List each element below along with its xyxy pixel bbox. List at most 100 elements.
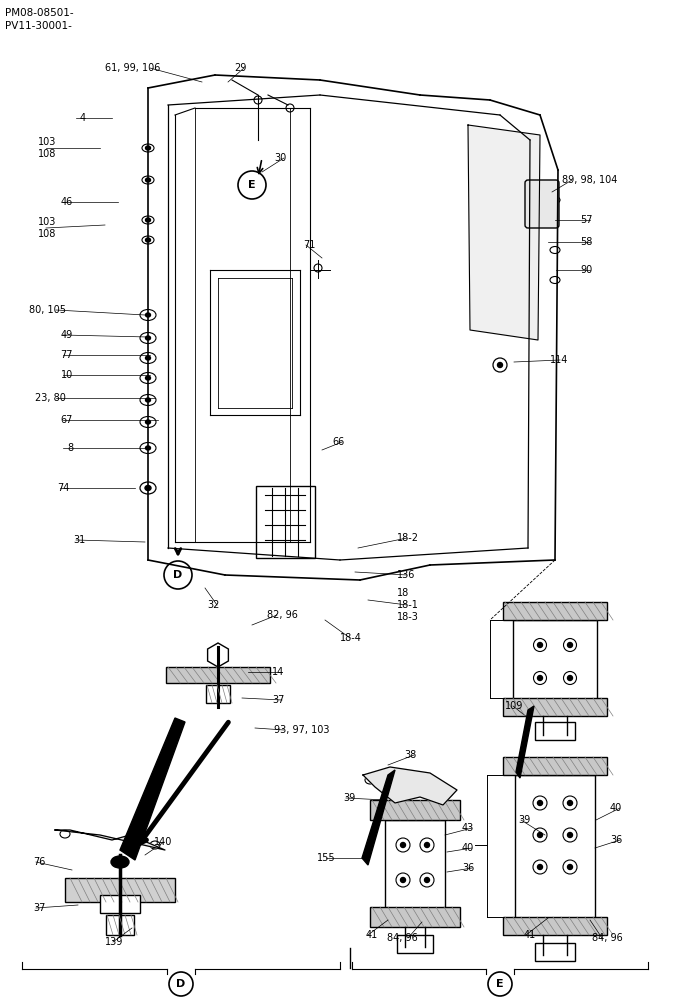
Text: 39: 39 <box>344 793 356 803</box>
Text: 82, 96: 82, 96 <box>267 610 298 620</box>
Ellipse shape <box>145 486 151 490</box>
FancyBboxPatch shape <box>256 486 315 558</box>
Text: 40: 40 <box>462 843 474 853</box>
Polygon shape <box>363 767 457 805</box>
Text: 58: 58 <box>580 237 592 247</box>
Ellipse shape <box>568 800 573 806</box>
Text: 14: 14 <box>272 667 284 677</box>
FancyBboxPatch shape <box>513 620 597 700</box>
Text: 23, 80: 23, 80 <box>35 393 66 403</box>
Text: 93, 97, 103: 93, 97, 103 <box>274 725 330 735</box>
Ellipse shape <box>401 878 405 882</box>
FancyBboxPatch shape <box>166 667 270 683</box>
Text: 10: 10 <box>61 370 73 380</box>
Text: 31: 31 <box>73 535 86 545</box>
Text: E: E <box>248 180 256 190</box>
Ellipse shape <box>146 398 150 402</box>
Ellipse shape <box>537 832 543 838</box>
Ellipse shape <box>146 420 150 424</box>
Polygon shape <box>120 718 185 860</box>
Ellipse shape <box>146 146 150 150</box>
FancyBboxPatch shape <box>100 895 140 913</box>
Text: 43: 43 <box>462 823 474 833</box>
Text: 109: 109 <box>505 701 523 711</box>
Text: D: D <box>176 979 186 989</box>
Text: 80, 105: 80, 105 <box>29 305 66 315</box>
Text: 114: 114 <box>550 355 568 365</box>
Text: 29: 29 <box>234 63 246 73</box>
Ellipse shape <box>146 313 150 317</box>
Ellipse shape <box>146 376 150 380</box>
FancyBboxPatch shape <box>535 943 575 961</box>
Text: 46: 46 <box>61 197 73 207</box>
Text: 39: 39 <box>519 815 531 825</box>
Ellipse shape <box>424 842 430 848</box>
Text: 103
108: 103 108 <box>37 137 56 159</box>
Text: 61, 99, 106: 61, 99, 106 <box>105 63 160 73</box>
FancyBboxPatch shape <box>503 698 607 716</box>
Text: 4: 4 <box>80 113 86 123</box>
Text: 18-2: 18-2 <box>397 533 419 543</box>
Text: 89, 98, 104: 89, 98, 104 <box>562 175 617 185</box>
Ellipse shape <box>537 864 543 869</box>
Ellipse shape <box>146 446 150 450</box>
FancyBboxPatch shape <box>397 935 433 953</box>
FancyBboxPatch shape <box>65 878 175 902</box>
Text: 18
18-1
18-3: 18 18-1 18-3 <box>397 588 419 622</box>
Ellipse shape <box>146 238 150 242</box>
Text: 41: 41 <box>524 930 536 940</box>
FancyBboxPatch shape <box>515 775 595 920</box>
Text: PM08-08501-
PV11-30001-: PM08-08501- PV11-30001- <box>5 8 73 31</box>
Text: 37: 37 <box>33 903 46 913</box>
Text: 57: 57 <box>580 215 592 225</box>
FancyBboxPatch shape <box>385 820 445 910</box>
Text: 139: 139 <box>105 937 123 947</box>
Text: 8: 8 <box>67 443 73 453</box>
FancyBboxPatch shape <box>370 800 460 820</box>
Ellipse shape <box>146 356 150 360</box>
Ellipse shape <box>537 676 543 680</box>
FancyBboxPatch shape <box>370 907 460 927</box>
Ellipse shape <box>568 864 573 869</box>
Ellipse shape <box>146 336 150 340</box>
Ellipse shape <box>498 362 503 367</box>
Text: D: D <box>173 570 183 580</box>
Ellipse shape <box>111 856 129 868</box>
Text: 90: 90 <box>580 265 592 275</box>
Polygon shape <box>468 125 540 340</box>
Ellipse shape <box>537 643 543 648</box>
FancyBboxPatch shape <box>106 915 134 935</box>
Ellipse shape <box>568 676 573 680</box>
Text: 77: 77 <box>61 350 73 360</box>
Ellipse shape <box>401 842 405 848</box>
Text: 41: 41 <box>366 930 378 940</box>
Text: 155: 155 <box>318 853 336 863</box>
Text: 49: 49 <box>61 330 73 340</box>
FancyBboxPatch shape <box>525 180 559 228</box>
Ellipse shape <box>146 218 150 222</box>
Text: 37: 37 <box>272 695 284 705</box>
Polygon shape <box>362 770 395 865</box>
Text: E: E <box>496 979 504 989</box>
Text: 84, 96: 84, 96 <box>592 933 623 943</box>
Text: 67: 67 <box>61 415 73 425</box>
Ellipse shape <box>146 178 150 182</box>
FancyBboxPatch shape <box>535 722 575 740</box>
Polygon shape <box>55 830 165 850</box>
Text: 32: 32 <box>207 600 220 610</box>
Text: 66: 66 <box>332 437 344 447</box>
Text: 71: 71 <box>304 240 316 250</box>
Text: 40: 40 <box>610 803 622 813</box>
FancyBboxPatch shape <box>206 685 230 703</box>
Text: 18-4: 18-4 <box>340 633 362 643</box>
FancyBboxPatch shape <box>503 602 607 620</box>
Ellipse shape <box>568 832 573 838</box>
Text: 36: 36 <box>610 835 622 845</box>
Text: 136: 136 <box>397 570 415 580</box>
Text: 30: 30 <box>274 153 286 163</box>
Ellipse shape <box>568 643 573 648</box>
Ellipse shape <box>537 800 543 806</box>
FancyBboxPatch shape <box>503 917 607 935</box>
Text: 76: 76 <box>33 857 46 867</box>
Text: 140: 140 <box>154 837 172 847</box>
